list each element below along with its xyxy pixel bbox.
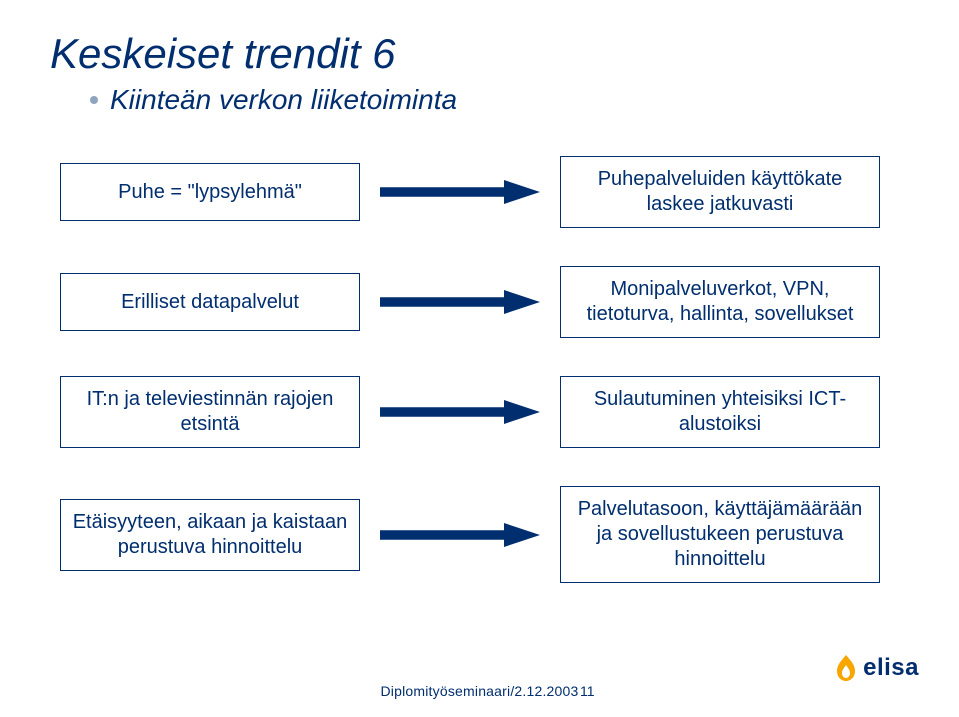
slide: Keskeiset trendit 6 Kiinteän verkon liik… (0, 0, 959, 717)
box-text: Erilliset datapalvelut (121, 290, 299, 315)
diagram-row: IT:n ja televiestinnän rajojen etsintä S… (50, 376, 909, 448)
bullet-icon (90, 96, 98, 104)
arrow (360, 400, 560, 424)
left-box: Puhe = "lypsylehmä" (60, 163, 360, 221)
arrow-right-icon (380, 290, 540, 314)
diagram-rows: Puhe = "lypsylehmä" Puhepalveluiden käyt… (50, 156, 909, 583)
right-box: Puhepalveluiden käyttökate laskee jatkuv… (560, 156, 880, 228)
arrow-right-icon (380, 523, 540, 547)
arrow-right-icon (380, 180, 540, 204)
arrow (360, 523, 560, 547)
box-text: Etäisyyteen, aikaan ja kaistaan perustuv… (69, 510, 351, 560)
page-number: 11 (580, 683, 595, 699)
box-text: Puhepalveluiden käyttökate laskee jatkuv… (569, 167, 871, 217)
diagram-row: Puhe = "lypsylehmä" Puhepalveluiden käyt… (50, 156, 909, 228)
page-title: Keskeiset trendit 6 (50, 30, 909, 78)
flame-path (837, 655, 855, 681)
logo-flame-icon (831, 653, 861, 683)
box-text: Puhe = "lypsylehmä" (118, 180, 302, 205)
logo: elisa (831, 653, 919, 683)
left-box: Erilliset datapalvelut (60, 273, 360, 331)
logo-text: elisa (863, 654, 919, 682)
subtitle-text: Kiinteän verkon liiketoiminta (110, 84, 457, 116)
footer: Diplomityöseminaari/2.12.2003 11 (0, 683, 959, 699)
right-box: Sulautuminen yhteisiksi ICT-alustoiksi (560, 376, 880, 448)
box-text: Palvelutasoon, käyttäjämäärään ja sovell… (569, 497, 871, 572)
right-box: Monipalveluverkot, VPN, tietoturva, hall… (560, 266, 880, 338)
left-box: Etäisyyteen, aikaan ja kaistaan perustuv… (60, 499, 360, 571)
diagram-row: Etäisyyteen, aikaan ja kaistaan perustuv… (50, 486, 909, 583)
left-box: IT:n ja televiestinnän rajojen etsintä (60, 376, 360, 448)
footer-text: Diplomityöseminaari/2.12.2003 (380, 683, 578, 699)
right-box: Palvelutasoon, käyttäjämäärään ja sovell… (560, 486, 880, 583)
arrow-right-icon (380, 400, 540, 424)
arrow (360, 180, 560, 204)
box-text: Sulautuminen yhteisiksi ICT-alustoiksi (569, 387, 871, 437)
box-text: Monipalveluverkot, VPN, tietoturva, hall… (569, 277, 871, 327)
subtitle-row: Kiinteän verkon liiketoiminta (90, 84, 909, 116)
diagram-row: Erilliset datapalvelut Monipalveluverkot… (50, 266, 909, 338)
box-text: IT:n ja televiestinnän rajojen etsintä (69, 387, 351, 437)
arrow (360, 290, 560, 314)
